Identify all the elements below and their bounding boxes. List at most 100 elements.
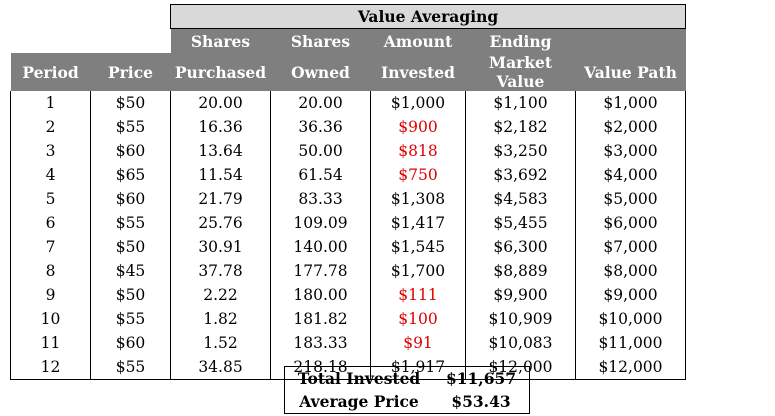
cell-shares-purchased: 21.79 [170,187,271,211]
cell-price: $60 [90,331,171,355]
cell-period: 6 [10,211,91,235]
table-row: 9 $50 2.22 180.00 $111 $9,900 $9,000 [10,283,686,307]
table-row: 1 $50 20.00 20.00 $1,000 $1,100 $1,000 [10,91,686,115]
cell-shares-owned: 181.82 [270,307,371,331]
table-row: 7 $50 30.91 140.00 $1,545 $6,300 $7,000 [10,235,686,259]
cell-ending-market-value: $8,889 [465,259,576,283]
cell-period: 7 [10,235,91,259]
table-row: 12 $55 34.85 218.18 $1,917 $12,000 $12,000 [10,355,686,380]
cell-value-path: $5,000 [575,187,686,211]
cell-period: 3 [10,139,91,163]
cell-price: $55 [90,211,171,235]
cell-shares-owned: 177.78 [270,259,371,283]
header-top-period [11,29,91,54]
table-row: 4 $65 11.54 61.54 $750 $3,692 $4,000 [10,163,686,187]
cell-ending-market-value: $10,083 [465,331,576,355]
cell-shares-owned: 83.33 [270,187,371,211]
table-row: 5 $60 21.79 83.33 $1,308 $4,583 $5,000 [10,187,686,211]
average-price-value: $53.43 [451,392,511,411]
summary-box: Total Invested $11,657 Average Price $53… [284,366,530,414]
cell-amount-invested: $1,700 [370,259,466,283]
cell-amount-invested: $1,308 [370,187,466,211]
cell-price: $60 [90,187,171,211]
cell-price: $65 [90,163,171,187]
header-top-purchased: Shares [170,28,271,53]
cell-shares-owned: 180.00 [270,283,371,307]
cell-shares-purchased: 2.22 [170,283,271,307]
header-row-bottom: Period Price Purchased Owned Invested Ma… [10,53,686,91]
header-purchased: Purchased [170,53,271,91]
cell-period: 11 [10,331,91,355]
header-top-market: Ending [465,28,576,53]
cell-shares-owned: 20.00 [270,91,371,115]
cell-shares-purchased: 16.36 [170,115,271,139]
cell-shares-owned: 183.33 [270,331,371,355]
table-row: 10 $55 1.82 181.82 $100 $10,909 $10,000 [10,307,686,331]
cell-ending-market-value: $1,100 [465,91,576,115]
cell-ending-market-value: $4,583 [465,187,576,211]
cell-period: 5 [10,187,91,211]
table-body: 1 $50 20.00 20.00 $1,000 $1,100 $1,000 2 $55 16.3… [10,91,686,380]
cell-shares-purchased: 1.82 [170,307,271,331]
cell-amount-invested: $100 [370,307,466,331]
cell-shares-purchased: 37.78 [170,259,271,283]
cell-ending-market-value: $12,000 [465,355,576,380]
value-averaging-table-wrapper: Value Averaging Shares Shares Amount End… [10,4,686,380]
cell-shares-purchased: 25.76 [170,211,271,235]
banner-row: Value Averaging [11,4,686,29]
total-invested-label: Total Invested [297,369,421,388]
cell-value-path: $4,000 [575,163,686,187]
cell-shares-purchased: 13.64 [170,139,271,163]
header-top-invested: Amount [370,28,466,53]
cell-value-path: $10,000 [575,307,686,331]
cell-ending-market-value: $9,900 [465,283,576,307]
cell-amount-invested: $900 [370,115,466,139]
table-row: 3 $60 13.64 50.00 $818 $3,250 $3,000 [10,139,686,163]
summary-row-total: Total Invested $11,657 [285,367,530,391]
table-row: 8 $45 37.78 177.78 $1,700 $8,889 $8,000 [10,259,686,283]
cell-ending-market-value: $3,250 [465,139,576,163]
cell-shares-owned: 140.00 [270,235,371,259]
cell-shares-purchased: 11.54 [170,163,271,187]
cell-price: $55 [90,115,171,139]
cell-value-path: $7,000 [575,235,686,259]
cell-amount-invested: $1,000 [370,91,466,115]
cell-amount-invested: $750 [370,163,466,187]
cell-amount-invested: $91 [370,331,466,355]
cell-period: 10 [10,307,91,331]
cell-shares-purchased: 34.85 [170,355,271,380]
cell-price: $55 [90,307,171,331]
cell-ending-market-value: $3,692 [465,163,576,187]
header-price: Price [90,53,171,91]
cell-shares-owned: 109.09 [270,211,371,235]
banner-spacer [11,5,171,29]
cell-price: $50 [90,283,171,307]
header-market-value: Market Value [465,53,576,91]
header-top-path [575,28,686,53]
table-row: 11 $60 1.52 183.33 $91 $10,083 $11,000 [10,331,686,355]
cell-price: $50 [90,91,171,115]
cell-period: 8 [10,259,91,283]
cell-ending-market-value: $6,300 [465,235,576,259]
cell-value-path: $6,000 [575,211,686,235]
header-invested: Invested [370,53,466,91]
table-row: 6 $55 25.76 109.09 $1,417 $5,455 $6,000 [10,211,686,235]
cell-ending-market-value: $2,182 [465,115,576,139]
table-row: 2 $55 16.36 36.36 $900 $2,182 $2,000 [10,115,686,139]
total-invested-value: $11,657 [445,369,517,388]
header-owned: Owned [270,53,371,91]
cell-shares-owned: 36.36 [270,115,371,139]
cell-shares-owned: 218.18 [270,355,371,380]
cell-price: $55 [90,355,171,380]
average-price-label: Average Price [299,392,419,411]
cell-period: 2 [10,115,91,139]
header-top-owned: Shares [270,28,371,53]
cell-amount-invested: $1,545 [370,235,466,259]
cell-value-path: $1,000 [575,91,686,115]
cell-amount-invested: $111 [370,283,466,307]
table-title: Value Averaging [170,4,686,29]
value-averaging-table: Value Averaging Shares Shares Amount End… [10,4,686,380]
cell-shares-purchased: 20.00 [170,91,271,115]
cell-price: $60 [90,139,171,163]
cell-value-path: $8,000 [575,259,686,283]
